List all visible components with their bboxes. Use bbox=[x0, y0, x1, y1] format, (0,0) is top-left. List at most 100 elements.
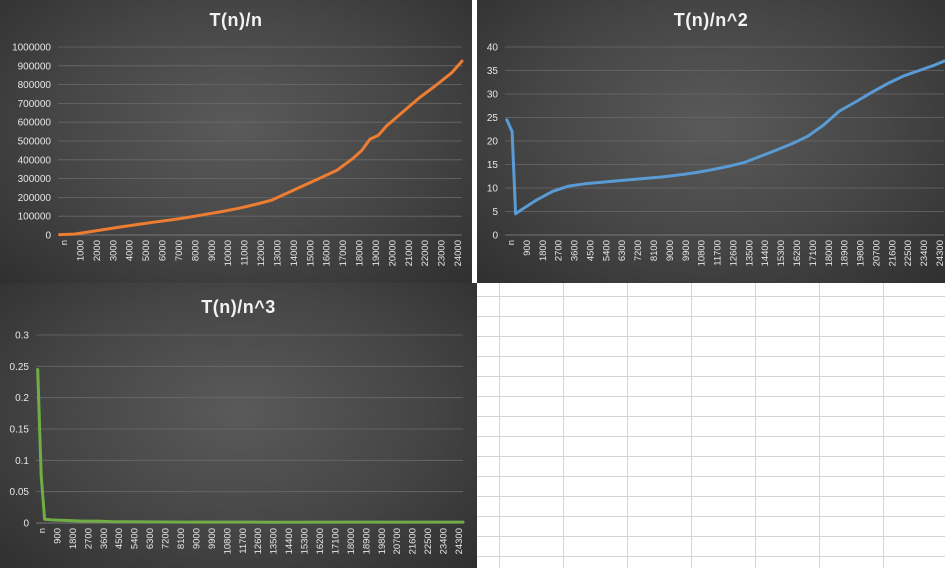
y-tick-label: 1000000 bbox=[12, 43, 51, 54]
x-tick-label: 22500 bbox=[423, 528, 434, 554]
spreadsheet-grid[interactable] bbox=[477, 283, 945, 568]
y-tick-label: 10 bbox=[487, 184, 499, 195]
x-tick-label: 24300 bbox=[935, 240, 945, 266]
x-tick-label: 15300 bbox=[300, 528, 311, 554]
x-tick-label: 2700 bbox=[83, 528, 94, 549]
x-tick-label: 22500 bbox=[903, 240, 914, 266]
grid-column-line bbox=[819, 283, 820, 568]
grid-row-line bbox=[477, 536, 945, 537]
grid-row-line bbox=[477, 396, 945, 397]
y-tick-label: 0 bbox=[23, 519, 29, 530]
x-tick-label: 21600 bbox=[408, 528, 419, 554]
x-tick-label: 1800 bbox=[68, 528, 79, 549]
grid-column-line bbox=[755, 283, 756, 568]
x-tick-label: 9900 bbox=[207, 528, 218, 549]
y-tick-label: 100000 bbox=[18, 212, 52, 223]
x-tick-label: 20000 bbox=[387, 240, 398, 266]
x-tick-label: 8100 bbox=[176, 528, 187, 549]
x-tick-label: 23400 bbox=[919, 240, 930, 266]
y-tick-label: 0.25 bbox=[10, 362, 30, 373]
y-tick-label: 900000 bbox=[18, 61, 52, 72]
x-tick-label: 15000 bbox=[305, 240, 316, 266]
x-tick-label: 2700 bbox=[554, 240, 565, 261]
grid-column-line bbox=[691, 283, 692, 568]
x-tick-label: 21000 bbox=[404, 240, 415, 266]
x-tick-label: 8000 bbox=[190, 240, 201, 261]
x-tick-label: 20700 bbox=[871, 240, 882, 266]
series-line bbox=[505, 59, 945, 216]
x-tick-label: 19800 bbox=[377, 528, 388, 554]
x-tick-label: 21600 bbox=[887, 240, 898, 266]
x-tick-label: 12600 bbox=[728, 240, 739, 266]
x-tick-label: 19800 bbox=[856, 240, 867, 266]
x-tick-label: 10000 bbox=[223, 240, 234, 266]
x-tick-label: 10800 bbox=[222, 528, 233, 554]
x-tick-label: 7200 bbox=[633, 240, 644, 261]
x-tick-label: 9000 bbox=[207, 240, 218, 261]
grid-row-line bbox=[477, 456, 945, 457]
x-tick-label: 15300 bbox=[776, 240, 787, 266]
chart-title: T(n)/n^3 bbox=[201, 297, 276, 317]
x-tick-label: 24000 bbox=[453, 240, 464, 266]
grid-row-line bbox=[477, 516, 945, 517]
y-tick-label: 600000 bbox=[18, 118, 52, 129]
grid-column-line bbox=[627, 283, 628, 568]
chart-panel-tn-over-n2: T(n)/n^2 0 5 10 15 20 25 30 35 40 n 900 1800 2700 360… bbox=[477, 0, 945, 283]
x-tick-label: 18000 bbox=[355, 240, 366, 266]
y-tick-label: 20 bbox=[487, 137, 499, 148]
x-tick-label: 4000 bbox=[125, 240, 136, 261]
x-tick-label: 18000 bbox=[346, 528, 357, 554]
x-tick-label: 6300 bbox=[617, 240, 628, 261]
y-tick-label: 700000 bbox=[18, 99, 52, 110]
x-tick-label: 20700 bbox=[392, 528, 403, 554]
grid-row-line bbox=[477, 356, 945, 357]
grid-column-line bbox=[499, 283, 500, 568]
series-line bbox=[58, 59, 464, 237]
y-tick-label: 500000 bbox=[18, 137, 52, 148]
y-tick-label: 400000 bbox=[18, 155, 52, 166]
x-tick-label: 6000 bbox=[158, 240, 169, 261]
y-tick-label: 5 bbox=[492, 207, 498, 218]
series-line bbox=[36, 368, 465, 524]
y-tick-label: 15 bbox=[487, 160, 499, 171]
x-tick-label: 9000 bbox=[191, 528, 202, 549]
chart-svg: 0 5 10 15 20 25 30 35 40 n 900 1800 2700 3600 4500 5400… bbox=[487, 43, 945, 266]
y-tick-label: 40 bbox=[487, 43, 499, 54]
y-tick-label: 0.05 bbox=[10, 487, 30, 498]
grid-row-line bbox=[477, 316, 945, 317]
x-tick-label: 10800 bbox=[697, 240, 708, 266]
x-tick-label: 11000 bbox=[240, 240, 251, 266]
x-tick-label: 16000 bbox=[322, 240, 333, 266]
grid-column-line bbox=[883, 283, 884, 568]
y-tick-label: 0.2 bbox=[15, 393, 29, 404]
x-tick-label: 8100 bbox=[649, 240, 660, 261]
grid-row-line bbox=[477, 496, 945, 497]
y-tick-label: 0 bbox=[492, 231, 498, 242]
x-tick-label: 5000 bbox=[141, 240, 152, 261]
y-tick-label: 0.3 bbox=[15, 331, 29, 342]
x-tick-label: 900 bbox=[522, 240, 533, 256]
x-tick-label: 18900 bbox=[840, 240, 851, 266]
y-tick-label: 25 bbox=[487, 113, 499, 124]
y-tick-label: 0 bbox=[45, 231, 51, 242]
x-tick-label: 7200 bbox=[161, 528, 172, 549]
y-tick-label: 0.15 bbox=[10, 425, 30, 436]
y-tick-label: 800000 bbox=[18, 80, 52, 91]
x-tick-label: 14400 bbox=[760, 240, 771, 266]
x-tick-label: 18900 bbox=[361, 528, 372, 554]
x-tick-label: 18000 bbox=[824, 240, 835, 266]
x-tick-label: n bbox=[37, 528, 48, 533]
x-tick-label: 1000 bbox=[75, 240, 86, 261]
x-tick-label: 9900 bbox=[681, 240, 692, 261]
chart-svg: 0 0.05 0.1 0.15 0.2 0.25 0.3 n 900 1800 2700 3600 45… bbox=[10, 331, 465, 555]
chart-title: T(n)/n bbox=[209, 10, 263, 30]
x-tick-label: 3600 bbox=[570, 240, 581, 261]
grid-row-line bbox=[477, 336, 945, 337]
x-tick-label: 3000 bbox=[108, 240, 119, 261]
x-tick-label: 900 bbox=[52, 528, 63, 544]
x-tick-label: n bbox=[59, 240, 70, 245]
x-tick-label: 24300 bbox=[454, 528, 465, 554]
x-tick-label: 23400 bbox=[439, 528, 450, 554]
x-tick-label: 13500 bbox=[269, 528, 280, 554]
grid-row-line bbox=[477, 476, 945, 477]
